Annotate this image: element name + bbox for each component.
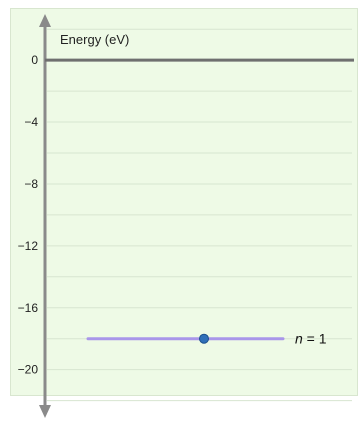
- quantum-number-symbol: n: [295, 331, 303, 347]
- axis-title: Energy (eV): [60, 32, 129, 47]
- y-tick-label: −4: [24, 115, 38, 129]
- energy-level-panel: [10, 8, 358, 396]
- axis-arrow-up: [39, 14, 51, 27]
- y-tick-label: −16: [18, 301, 39, 315]
- level-label: n = 1: [295, 331, 327, 347]
- axis-arrow-down: [39, 405, 51, 418]
- quantum-number-value: = 1: [303, 331, 327, 347]
- electron-dot: [199, 333, 209, 344]
- y-tick-label: −8: [24, 177, 38, 191]
- y-tick-label: −12: [18, 239, 39, 253]
- y-tick-label: −20: [18, 363, 39, 377]
- tick-labels: 0 −4 −8 −12 −16 −20: [18, 53, 39, 377]
- y-tick-label: 0: [31, 53, 38, 67]
